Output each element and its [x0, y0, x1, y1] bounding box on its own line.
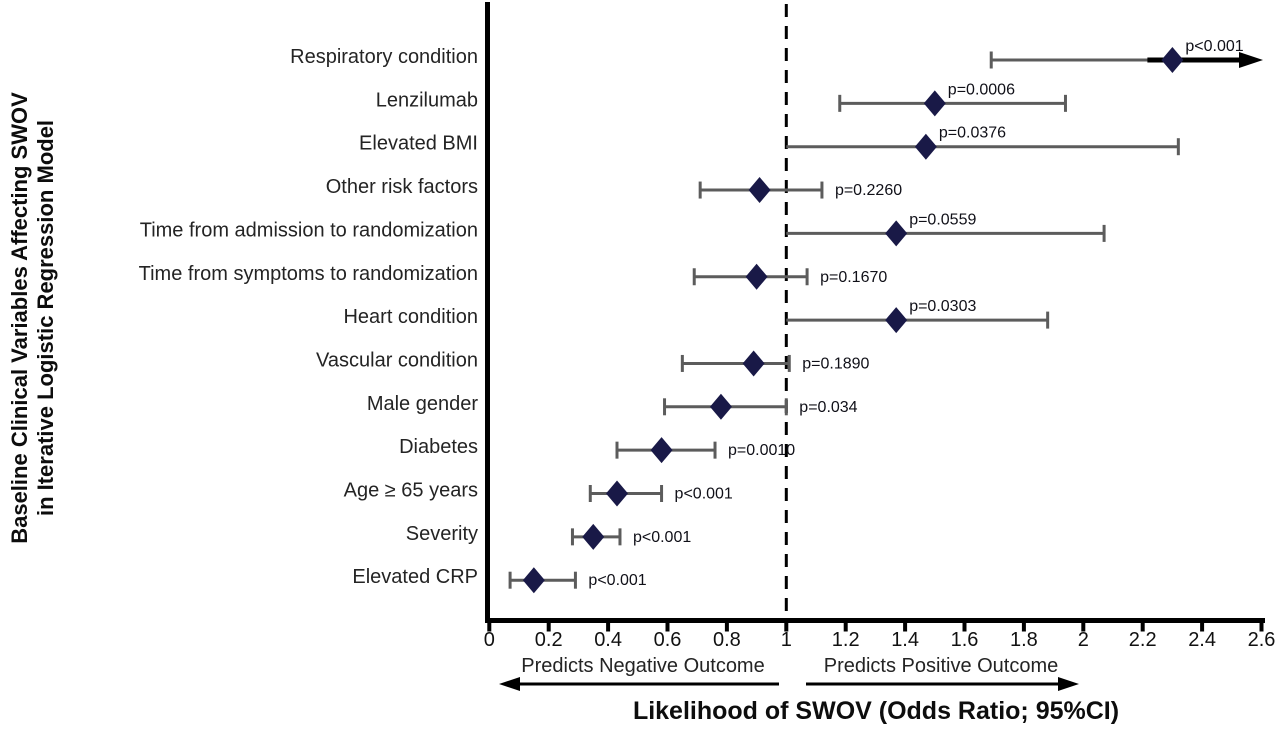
x-tick-label: 0.8 [713, 629, 741, 651]
p-value-label: p<0.001 [588, 572, 646, 589]
odds-ratio-diamond [709, 393, 732, 420]
y-axis-title-line2: in Iterative Logistic Regression Model [33, 120, 58, 516]
x-tick-label: 1.6 [951, 629, 979, 651]
x-tick-label: 1.2 [832, 629, 860, 651]
odds-ratio-diamond [885, 307, 908, 334]
odds-ratio-diamond [522, 567, 545, 594]
odds-ratio-diamond [606, 480, 629, 507]
odds-ratio-diamond [748, 177, 771, 204]
variable-label: Diabetes [399, 436, 478, 458]
odds-ratio-diamond [1161, 47, 1184, 73]
predicts-positive-label: Predicts Positive Outcome [824, 655, 1059, 677]
x-tick-label: 1.4 [891, 629, 919, 651]
p-value-label: p=0.034 [799, 399, 857, 416]
variable-label: Vascular condition [316, 349, 478, 371]
p-value-label: p=0.1670 [820, 269, 887, 286]
x-tick-label: 2.6 [1248, 629, 1276, 651]
odds-ratio-diamond [885, 220, 908, 247]
x-tick-label: 1 [781, 629, 792, 651]
p-value-label: p=0.1890 [802, 355, 869, 372]
p-value-label: p<0.001 [675, 486, 733, 503]
forest-row: p=0.034 Male gender [367, 393, 858, 420]
p-value-label: p<0.001 [633, 529, 691, 546]
variable-label: Other risk factors [326, 176, 478, 198]
chart-content: 0 0.2 0.4 0.6 0.8 1 1.2 1.4 1.6 1.8 2 2.2 2.4 2.6 p<0.… [139, 4, 1276, 651]
forest-row: p=0.0303 Heart condition [343, 298, 1050, 334]
x-tick-label: 2.2 [1129, 629, 1157, 651]
variable-label: Time from symptoms to randomization [139, 263, 478, 285]
forest-row: p=0.0376 Elevated BMI [359, 125, 1180, 160]
forest-row: p=0.1670 Time from symptoms to randomizat… [139, 263, 887, 290]
p-value-label: p=0.0559 [909, 211, 976, 228]
forest-row: p<0.001 Elevated CRP [352, 566, 647, 594]
y-axis-title-line1: Baseline Clinical Variables Affecting SW… [7, 92, 32, 544]
odds-ratio-diamond [582, 523, 605, 550]
forest-row: p=0.0006 Lenzilumab [376, 81, 1067, 117]
odds-ratio-diamond [742, 350, 765, 377]
x-tick-label: 0.2 [535, 629, 563, 651]
p-value-label: p=0.0006 [948, 81, 1015, 98]
variable-label: Elevated CRP [352, 566, 478, 588]
x-tick-label: 2.4 [1188, 629, 1216, 651]
negative-direction-arrow [499, 677, 779, 691]
forest-row: p=0.0559 Time from admission to randomiza… [140, 211, 1106, 247]
predicts-negative-label: Predicts Negative Outcome [521, 655, 764, 677]
odds-ratio-diamond [745, 263, 768, 290]
x-tick-label: 0.6 [654, 629, 682, 651]
variable-label: Elevated BMI [359, 133, 478, 155]
x-tick-label: 0.4 [594, 629, 622, 651]
variable-label: Age ≥ 65 years [344, 480, 478, 502]
p-value-label: p<0.001 [1185, 38, 1243, 55]
variable-label: Lenzilumab [376, 89, 478, 111]
forest-row: p<0.001 Severity [406, 523, 691, 550]
x-tick-label: 2 [1078, 629, 1089, 651]
x-tick-label: 1.8 [1010, 629, 1038, 651]
odds-ratio-diamond [650, 437, 673, 464]
ci-arrow-head [1239, 52, 1263, 68]
x-tick-label: 0 [484, 629, 495, 651]
variable-label: Male gender [367, 393, 479, 415]
p-value-label: p=0.0010 [728, 442, 795, 459]
forest-row: p=0.0010 Diabetes [399, 436, 795, 464]
forest-row: p=0.2260 Other risk factors [326, 176, 902, 204]
p-value-label: p=0.0303 [909, 298, 976, 315]
variable-label: Heart condition [343, 306, 478, 328]
variable-label: Severity [406, 523, 478, 545]
forest-row: p<0.001 Age ≥ 65 years [344, 480, 733, 507]
variable-label: Time from admission to randomization [140, 219, 478, 241]
odds-ratio-diamond [914, 133, 937, 160]
p-value-label: p=0.2260 [835, 182, 902, 199]
forest-row: p=0.1890 Vascular condition [316, 349, 870, 377]
variable-label: Respiratory condition [290, 46, 478, 68]
forest-row: p<0.001 Respiratory condition [290, 38, 1263, 73]
positive-direction-arrow [806, 677, 1079, 691]
p-value-label: p=0.0376 [939, 125, 1006, 142]
odds-ratio-diamond [923, 90, 946, 117]
x-axis-title: Likelihood of SWOV (Odds Ratio; 95%CI) [633, 697, 1119, 725]
